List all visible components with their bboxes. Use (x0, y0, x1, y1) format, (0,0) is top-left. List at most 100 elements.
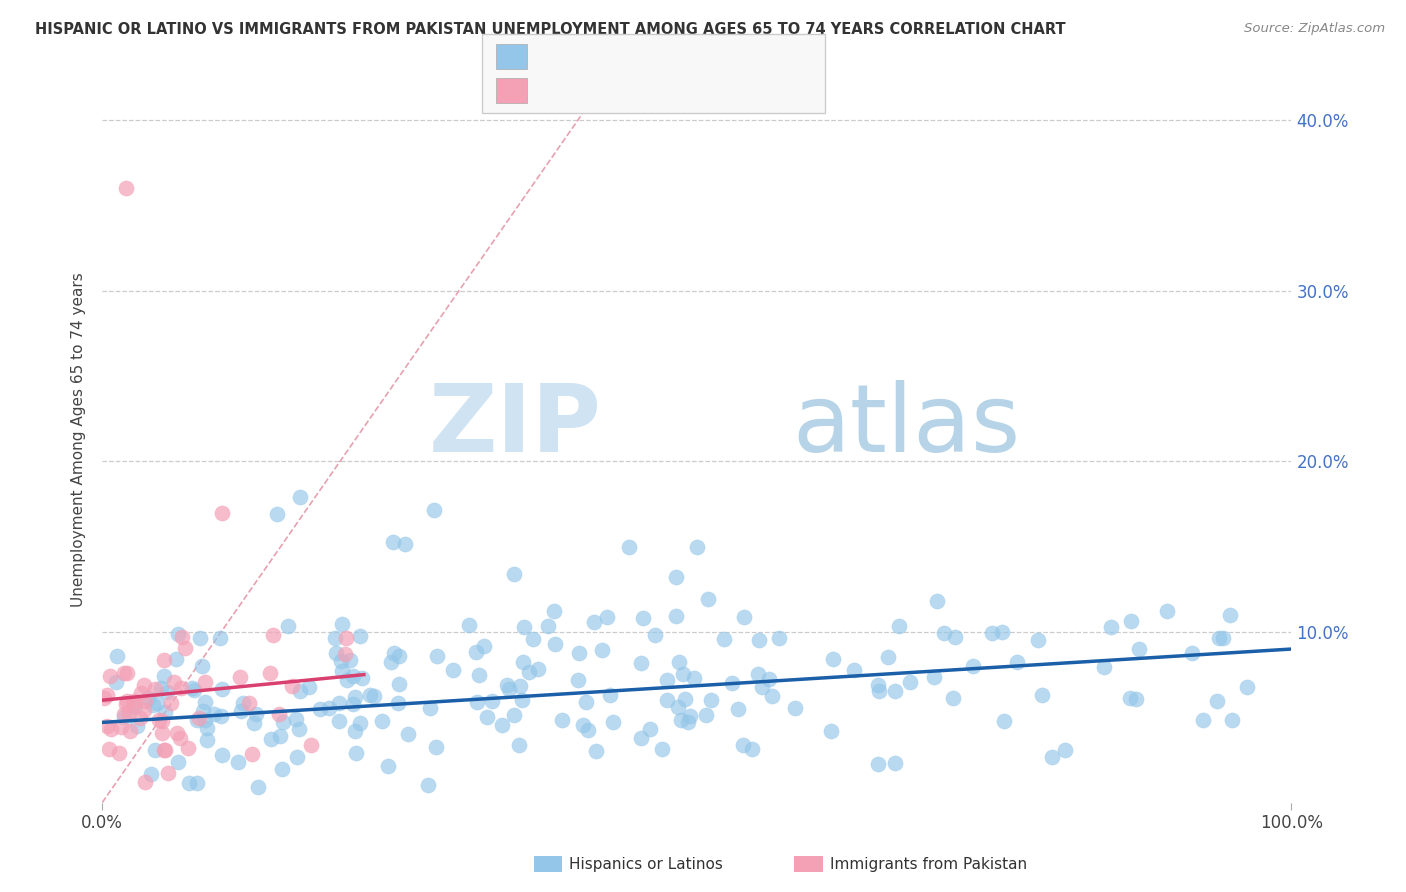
Point (98, 742, 121, 756)
Point (132, 703, 155, 717)
Point (325, 646, 347, 660)
Point (148, 714, 170, 728)
Point (491, 717, 513, 731)
Point (100, 668, 122, 682)
Point (174, 640, 197, 655)
Point (474, 639, 496, 653)
Point (962, 659, 984, 673)
Point (630, 657, 652, 671)
Point (695, 707, 717, 722)
Point (388, 649, 411, 664)
Point (153, 705, 176, 719)
Text: Source: ZipAtlas.com: Source: ZipAtlas.com (1244, 22, 1385, 36)
Point (821, 652, 844, 666)
Point (527, 662, 550, 676)
Point (108, 746, 131, 760)
Point (352, 671, 374, 685)
Point (513, 620, 536, 634)
Text: Immigrants from Pakistan: Immigrants from Pakistan (830, 857, 1026, 871)
Point (132, 677, 155, 691)
Point (194, 695, 217, 709)
Point (186, 776, 208, 790)
Point (721, 676, 744, 690)
Point (1206, 694, 1229, 708)
Point (363, 689, 385, 703)
Point (115, 665, 138, 680)
Point (96, 719, 118, 733)
Point (668, 655, 690, 669)
Point (1028, 632, 1050, 647)
Point (942, 691, 965, 706)
Point (1094, 660, 1116, 674)
Point (124, 700, 146, 714)
Point (288, 722, 311, 736)
Point (631, 611, 654, 625)
Point (349, 629, 371, 643)
Point (104, 675, 127, 690)
Text: atlas: atlas (792, 379, 1021, 472)
Point (181, 681, 204, 696)
Point (344, 723, 367, 738)
Point (229, 670, 252, 684)
Point (644, 628, 666, 642)
Point (335, 631, 357, 645)
Text: 200: 200 (699, 47, 737, 65)
Text: 0.378: 0.378 (583, 47, 641, 65)
Point (115, 181, 138, 195)
Point (1054, 743, 1077, 757)
Text: 0.133: 0.133 (583, 81, 640, 99)
Point (330, 665, 353, 679)
Point (575, 694, 598, 708)
Point (696, 592, 718, 607)
Point (651, 742, 673, 756)
Point (599, 689, 621, 703)
Point (602, 715, 624, 730)
Point (522, 632, 544, 646)
Point (332, 616, 354, 631)
Point (981, 625, 1004, 640)
Point (509, 679, 531, 693)
Point (943, 631, 966, 645)
Point (496, 678, 519, 692)
Point (423, 503, 446, 517)
Point (166, 726, 188, 740)
Point (619, 540, 641, 554)
Point (733, 610, 755, 624)
Point (153, 669, 176, 683)
Point (112, 666, 135, 681)
Point (713, 632, 735, 646)
Point (150, 714, 173, 728)
Point (150, 726, 173, 740)
Point (1031, 689, 1053, 703)
Point (922, 670, 945, 684)
Point (758, 672, 780, 686)
Point (1181, 646, 1204, 660)
Point (426, 649, 449, 664)
Point (467, 695, 489, 709)
Point (349, 715, 371, 730)
Point (425, 739, 447, 754)
Point (333, 647, 356, 661)
Point (290, 684, 312, 698)
Point (139, 767, 162, 781)
Point (475, 709, 498, 723)
Point (934, 625, 956, 640)
Point (280, 679, 302, 693)
Point (285, 712, 308, 726)
Point (751, 681, 773, 695)
Point (323, 631, 346, 645)
Point (502, 707, 524, 722)
Point (679, 709, 702, 723)
Point (186, 714, 208, 728)
Point (1236, 680, 1258, 694)
Point (457, 618, 479, 632)
Point (271, 762, 294, 776)
Point (898, 675, 921, 690)
Point (747, 667, 769, 681)
Point (159, 697, 181, 711)
Point (299, 738, 322, 752)
Point (115, 694, 138, 708)
Point (93, 690, 115, 705)
Point (544, 637, 567, 651)
Point (146, 696, 169, 710)
